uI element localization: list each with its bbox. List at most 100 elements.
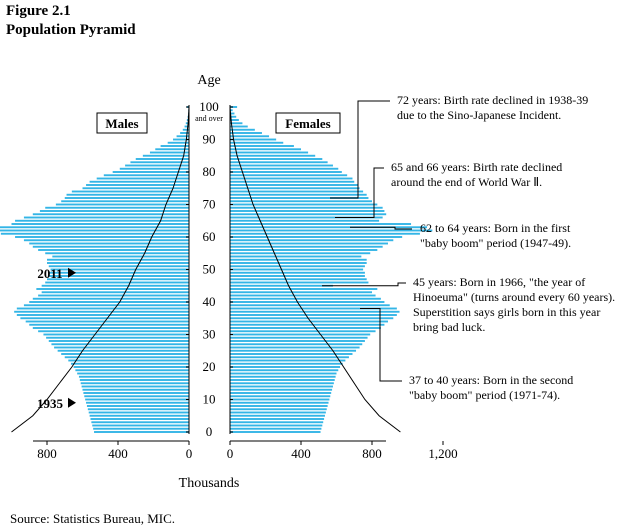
figure-title: Figure 2.1 Population Pyramid xyxy=(6,2,136,40)
male-bar-age-4 xyxy=(90,418,189,420)
male-bar-age-15 xyxy=(80,382,189,385)
female-bar-age-32 xyxy=(230,327,381,329)
legend-males: Males xyxy=(105,116,138,131)
year-marker-label: 2011 xyxy=(37,266,62,281)
female-bar-age-79 xyxy=(230,174,348,177)
male-bar-age-33 xyxy=(29,323,189,326)
female-bar-age-3 xyxy=(230,421,324,424)
female-bar-age-11 xyxy=(230,395,331,398)
female-bar-age-12 xyxy=(230,392,332,394)
male-bar-age-56 xyxy=(38,249,189,251)
annotation-text: "baby boom" period (1947-49). xyxy=(420,236,571,250)
female-bar-age-46 xyxy=(230,281,369,284)
female-bar-age-6 xyxy=(230,411,326,414)
female-bar-age-27 xyxy=(230,343,363,346)
male-bar-age-65 xyxy=(15,219,189,222)
male-bar-age-52 xyxy=(47,262,189,264)
male-bar-age-29 xyxy=(46,336,189,339)
male-bar-age-47 xyxy=(47,278,189,281)
male-bar-age-11 xyxy=(84,395,189,398)
female-bar-age-45 xyxy=(230,284,333,287)
age-tick-label: 0 xyxy=(206,424,213,439)
age-tick-label: 100 xyxy=(199,99,219,114)
female-bar-age-2 xyxy=(230,424,323,427)
female-bar-age-4 xyxy=(230,418,325,420)
male-bar-age-76 xyxy=(86,184,189,186)
female-bar-age-26 xyxy=(230,346,360,349)
male-bar-age-1 xyxy=(93,427,189,430)
annotation-leader xyxy=(322,282,406,287)
female-bar-age-80 xyxy=(230,171,342,173)
annotation-text: bring bad luck. xyxy=(413,320,485,334)
female-bar-age-13 xyxy=(230,388,333,391)
male-bars xyxy=(0,106,190,433)
male-bar-age-8 xyxy=(86,405,189,407)
annotation-leader xyxy=(350,226,412,230)
male-bar-age-80 xyxy=(112,171,189,173)
annotation-text: Hinoeuma" (turns around every 60 years). xyxy=(413,290,615,304)
male-bar-age-26 xyxy=(54,346,189,349)
female-bar-age-44 xyxy=(230,288,378,290)
female-bar-age-64 xyxy=(230,223,412,225)
female-bar-age-71 xyxy=(230,200,372,203)
female-bar-age-87 xyxy=(230,148,301,151)
female-bar-age-35 xyxy=(230,317,394,320)
male-bar-age-54 xyxy=(52,255,190,258)
female-bar-age-41 xyxy=(230,297,381,300)
male-bar-age-9 xyxy=(86,401,189,404)
female-bar-age-39 xyxy=(230,304,390,307)
male-bar-age-86 xyxy=(149,151,189,154)
male-bar-age-16 xyxy=(79,379,189,381)
annotation-text: 65 and 66 years: Birth rate declined xyxy=(391,160,562,174)
female-bar-age-5 xyxy=(230,414,325,417)
figure-label: Figure 2.1 xyxy=(6,3,71,19)
male-bar-age-18 xyxy=(77,372,189,375)
female-bar-age-25 xyxy=(230,349,357,352)
female-bar-age-99 xyxy=(230,109,233,112)
male-bar-age-36 xyxy=(16,314,190,316)
female-bar-age-0 xyxy=(230,431,321,433)
male-bar-age-7 xyxy=(87,408,189,411)
female-bar-age-55 xyxy=(230,252,371,255)
female-bar-age-40 xyxy=(230,301,385,303)
female-bar-age-65 xyxy=(230,219,380,222)
male-bar-age-59 xyxy=(23,239,189,242)
female-bar-age-86 xyxy=(230,151,309,154)
male-bar-age-94 xyxy=(184,125,189,128)
male-bar-age-38 xyxy=(16,307,190,310)
male-bar-age-45 xyxy=(41,284,189,287)
legend-females-box: Females xyxy=(275,112,341,134)
male-bar-age-24 xyxy=(61,353,190,355)
female-bar-age-75 xyxy=(230,187,360,190)
female-bar-age-68 xyxy=(230,210,385,212)
female-bar-age-70 xyxy=(230,203,378,206)
annotations: 72 years: Birth rate declined in 1938-39… xyxy=(322,93,615,402)
female-bar-age-83 xyxy=(230,161,328,164)
male-bar-age-58 xyxy=(29,242,189,245)
male-bar-age-40 xyxy=(29,301,189,303)
female-bar-age-33 xyxy=(230,323,385,326)
female-bar-age-49 xyxy=(230,271,365,274)
female-bar-age-53 xyxy=(230,258,367,261)
male-bar-age-20 xyxy=(73,366,189,368)
age-tick-label: 10 xyxy=(203,392,216,407)
female-bar-age-62 xyxy=(230,229,433,232)
female-bar-age-69 xyxy=(230,206,383,209)
male-bar-age-19 xyxy=(75,369,189,372)
annotation-text: 72 years: Birth rate declined in 1938-39 xyxy=(397,93,588,107)
female-bar-age-24 xyxy=(230,353,353,355)
male-bar-age-41 xyxy=(32,297,189,300)
female-bar-age-7 xyxy=(230,408,327,411)
annotation-leader xyxy=(335,167,384,218)
female-bar-age-82 xyxy=(230,164,333,167)
male-bar-age-42 xyxy=(38,294,189,297)
male-bar-age-63 xyxy=(0,226,190,229)
female-bar-age-59 xyxy=(230,239,394,242)
male-bar-age-61 xyxy=(0,232,189,235)
age-tick-label: 40 xyxy=(203,294,216,309)
y-axis-title: Age xyxy=(197,73,220,88)
male-bar-age-28 xyxy=(48,340,190,342)
male-bar-age-91 xyxy=(176,135,189,138)
annotation-text: around the end of World War Ⅱ. xyxy=(391,175,542,189)
